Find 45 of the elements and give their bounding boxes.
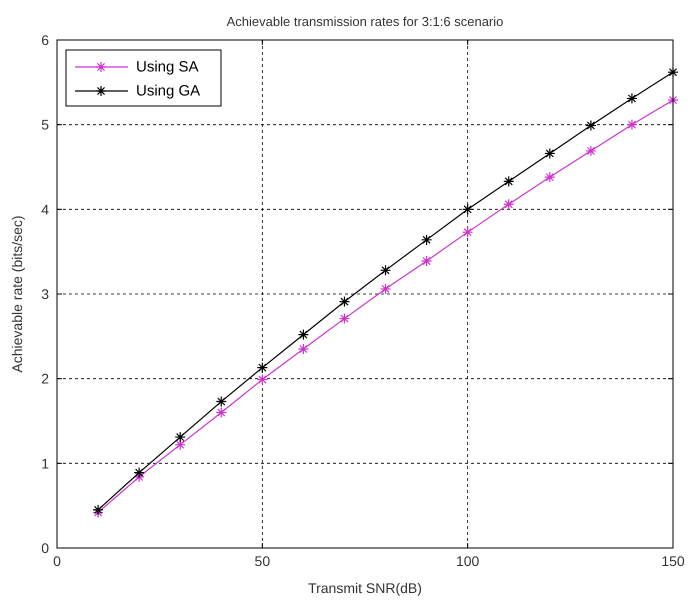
x-axis-title: Transmit SNR(dB): [308, 580, 422, 596]
point: [256, 362, 268, 374]
y-axis-title: Achievable rate (bits/sec): [9, 215, 25, 373]
x-tick-label: 0: [53, 553, 62, 569]
y-tick-label: 3: [41, 286, 50, 302]
point: [667, 94, 679, 106]
point: [92, 506, 104, 518]
y-tick-label: 5: [41, 116, 50, 133]
point: [626, 92, 638, 104]
point: [503, 176, 514, 187]
point: [544, 172, 556, 183]
point: [216, 406, 227, 418]
chart-title: Achievable transmission rates for 3:1:6 scenario: [226, 14, 504, 29]
point: [667, 66, 679, 78]
point: [338, 296, 350, 308]
point: [380, 283, 392, 295]
point: [585, 120, 596, 132]
y-tick-label: 1: [41, 455, 50, 472]
point: [134, 467, 145, 478]
point: [92, 504, 104, 516]
point: [380, 264, 392, 276]
point: [174, 439, 186, 450]
point: [298, 343, 309, 355]
point: [585, 145, 596, 157]
point: [216, 396, 227, 408]
point: [462, 226, 474, 238]
point: [174, 431, 186, 443]
point: [462, 204, 474, 215]
x-tick-label: 50: [254, 553, 270, 569]
y-tick-label: 2: [41, 370, 50, 387]
point: [421, 255, 432, 267]
point: [298, 329, 309, 340]
point: [503, 198, 514, 210]
point: [421, 234, 432, 246]
x-tick-label: 100: [456, 553, 480, 569]
point: [338, 312, 350, 324]
x-tick-label: 150: [661, 553, 685, 569]
y-tick-label: 0: [41, 540, 50, 556]
y-tick-label: 6: [41, 32, 50, 48]
y-tick-label: 4: [41, 201, 50, 218]
legend-label: Using GA: [136, 82, 200, 100]
point: [626, 119, 638, 130]
point: [256, 374, 268, 386]
point: [544, 148, 556, 160]
legend-label: Using SA: [136, 58, 199, 76]
